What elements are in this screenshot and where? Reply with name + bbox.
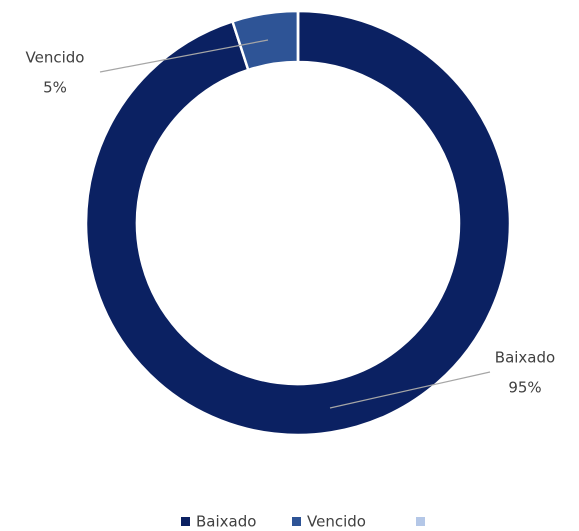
legend-swatch [416, 517, 425, 526]
data-label-value: 95% [508, 379, 541, 397]
data-label-value: 5% [43, 79, 67, 97]
legend-swatch [292, 517, 301, 526]
leader-line [99, 39, 269, 73]
data-label-category: Vencido [26, 49, 85, 67]
data-label-category: Baixado [495, 349, 555, 367]
legend-swatch [181, 517, 190, 526]
leader-line [329, 371, 491, 409]
legend-label: Vencido [307, 513, 366, 531]
donut-slice [84, 9, 512, 437]
legend-label: Baixado [196, 513, 256, 531]
